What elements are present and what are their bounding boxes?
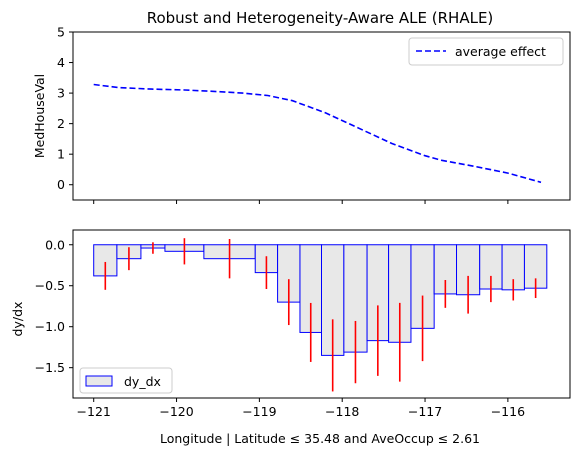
top-y-tick-label: 5 <box>57 25 65 40</box>
top-y-tick-label: 0 <box>57 177 65 192</box>
top-y-tick-label: 1 <box>57 147 65 162</box>
average-effect-panel: Robust and Heterogeneity-Aware ALE (RHAL… <box>32 9 571 204</box>
top-y-tick-label: 3 <box>57 86 65 101</box>
legend-label-average-effect: average effect <box>455 44 546 59</box>
top-legend: average effect <box>408 37 564 66</box>
bottom-y-tick-label: −1.0 <box>35 319 65 334</box>
top-y-tick-label: 2 <box>57 116 65 131</box>
bottom-y-ticks: 0.0 −0.5 −1.0 −1.5 <box>35 237 73 375</box>
bottom-x-tick-label: −118 <box>325 404 359 419</box>
bottom-x-tick-label: −121 <box>77 404 111 419</box>
top-axes-frame <box>72 31 571 201</box>
bottom-x-tick-label: −119 <box>242 404 276 419</box>
top-y-axis-label: MedHouseVal <box>32 74 47 158</box>
bottom-x-tick-label: −116 <box>491 404 525 419</box>
bottom-x-tick-label: −117 <box>408 404 442 419</box>
bottom-x-ticks: −121 −120 −119 −118 −117 −116 <box>77 398 525 419</box>
average-effect-line <box>93 83 542 184</box>
derivative-panel: 0.0 −0.5 −1.0 −1.5 −121 −120 −119 −118 −117 −116… <box>10 229 571 446</box>
top-y-ticks: 0 1 2 3 4 5 <box>57 25 73 192</box>
top-y-tick-label: 4 <box>57 55 65 70</box>
bottom-x-axis-label: Longitude | Latitude ≤ 35.48 and AveOccu… <box>160 431 480 446</box>
bottom-y-axis-label: dy/dx <box>10 302 25 337</box>
bottom-y-tick-label: −1.5 <box>35 360 65 375</box>
top-legend-box <box>408 37 564 66</box>
bottom-legend-box <box>79 367 173 394</box>
bottom-y-tick-label: 0.0 <box>45 237 65 252</box>
top-x-ticks <box>93 200 509 204</box>
top-plot-area <box>93 83 542 184</box>
chart-title: Robust and Heterogeneity-Aware ALE (RHAL… <box>147 9 494 27</box>
bottom-plot-area <box>93 238 548 392</box>
legend-label-dy-dx: dy_dx <box>124 374 161 389</box>
bottom-y-tick-label: −0.5 <box>35 278 65 293</box>
bottom-axes-frame <box>72 229 571 399</box>
legend-swatch-dy-dx <box>85 375 113 387</box>
bottom-x-tick-label: −120 <box>159 404 193 419</box>
bottom-legend: dy_dx <box>79 367 173 394</box>
